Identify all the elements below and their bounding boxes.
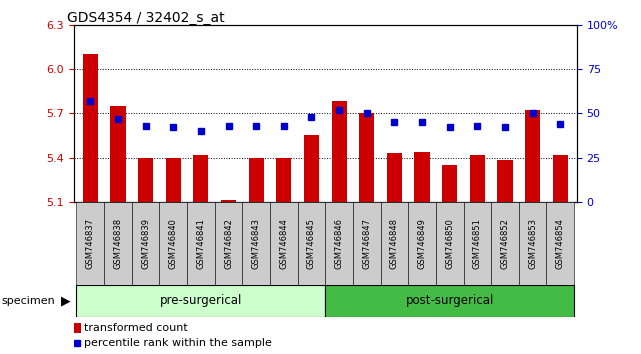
Bar	[408, 202, 436, 285]
Bar	[249, 158, 264, 202]
Text: GSM746854: GSM746854	[556, 218, 565, 269]
Text: transformed count: transformed count	[84, 323, 188, 333]
Bar	[436, 202, 463, 285]
Bar	[270, 202, 297, 285]
Text: GSM746852: GSM746852	[501, 218, 510, 269]
Text: GSM746837: GSM746837	[86, 218, 95, 269]
Bar	[381, 202, 408, 285]
Text: GSM746850: GSM746850	[445, 218, 454, 269]
Bar	[442, 165, 457, 202]
Bar	[519, 202, 547, 285]
Bar	[83, 54, 98, 202]
Bar	[325, 285, 574, 317]
Text: GSM746838: GSM746838	[113, 218, 122, 269]
Bar	[470, 155, 485, 202]
Bar	[104, 202, 132, 285]
Text: GSM746843: GSM746843	[252, 218, 261, 269]
Bar	[353, 202, 381, 285]
Bar	[304, 135, 319, 202]
Text: ▶: ▶	[61, 295, 71, 307]
Bar	[76, 285, 325, 317]
Bar	[138, 158, 153, 202]
Bar	[331, 102, 347, 202]
Bar	[276, 158, 292, 202]
Bar	[110, 106, 126, 202]
Bar	[525, 110, 540, 202]
Bar	[194, 155, 208, 202]
Bar	[297, 202, 325, 285]
Bar	[553, 155, 568, 202]
Bar	[463, 202, 491, 285]
Text: pre-surgerical: pre-surgerical	[160, 295, 242, 307]
Text: GSM746841: GSM746841	[196, 218, 205, 269]
Bar	[165, 158, 181, 202]
Text: GSM746849: GSM746849	[417, 218, 426, 269]
Bar	[242, 202, 270, 285]
Bar	[415, 152, 429, 202]
Text: GSM746848: GSM746848	[390, 218, 399, 269]
Bar	[325, 202, 353, 285]
Bar	[74, 324, 81, 333]
Text: GSM746839: GSM746839	[141, 218, 150, 269]
Text: GSM746842: GSM746842	[224, 218, 233, 269]
Text: GSM746840: GSM746840	[169, 218, 178, 269]
Text: GSM746847: GSM746847	[362, 218, 371, 269]
Bar	[497, 160, 513, 202]
Bar	[547, 202, 574, 285]
Text: GSM746851: GSM746851	[473, 218, 482, 269]
Text: GSM746844: GSM746844	[279, 218, 288, 269]
Bar	[187, 202, 215, 285]
Text: percentile rank within the sample: percentile rank within the sample	[84, 338, 272, 348]
Bar	[387, 153, 402, 202]
Text: GSM746846: GSM746846	[335, 218, 344, 269]
Bar	[160, 202, 187, 285]
Bar	[491, 202, 519, 285]
Bar	[132, 202, 160, 285]
Bar	[221, 200, 236, 202]
Text: GDS4354 / 32402_s_at: GDS4354 / 32402_s_at	[67, 11, 225, 25]
Text: post-surgerical: post-surgerical	[406, 295, 494, 307]
Text: GSM746845: GSM746845	[307, 218, 316, 269]
Bar	[76, 202, 104, 285]
Text: specimen: specimen	[1, 296, 55, 306]
Bar	[359, 113, 374, 202]
Bar	[215, 202, 242, 285]
Text: GSM746853: GSM746853	[528, 218, 537, 269]
